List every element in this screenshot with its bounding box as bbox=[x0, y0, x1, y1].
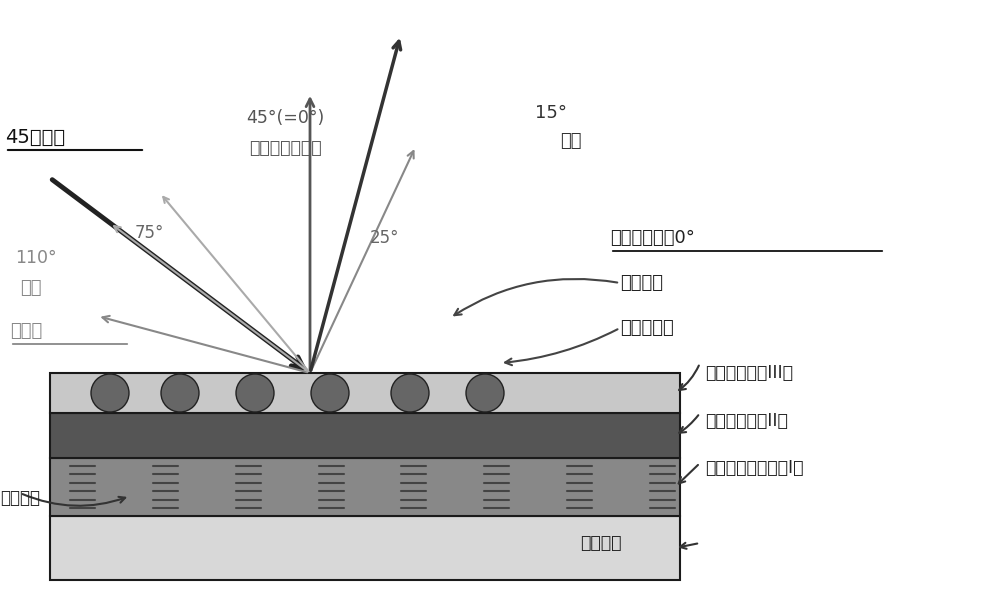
Text: 45度入射: 45度入射 bbox=[5, 128, 65, 147]
Text: 金属基底涂膜层（I）: 金属基底涂膜层（I） bbox=[705, 459, 804, 477]
FancyBboxPatch shape bbox=[50, 413, 680, 458]
Text: 阴暗: 阴暗 bbox=[20, 279, 42, 297]
FancyBboxPatch shape bbox=[50, 516, 680, 580]
Ellipse shape bbox=[311, 374, 349, 412]
Text: 镜面反射光＝0°: 镜面反射光＝0° bbox=[610, 229, 695, 247]
Text: 110°: 110° bbox=[15, 249, 57, 267]
Ellipse shape bbox=[466, 374, 504, 412]
FancyBboxPatch shape bbox=[50, 373, 680, 413]
Text: 正面（正对面）: 正面（正对面） bbox=[249, 139, 321, 157]
Ellipse shape bbox=[391, 374, 429, 412]
Ellipse shape bbox=[236, 374, 274, 412]
Text: 15°: 15° bbox=[535, 104, 567, 122]
Text: 75°: 75° bbox=[135, 224, 164, 242]
Text: 高折射率珠: 高折射率珠 bbox=[620, 319, 674, 337]
Text: 45°(=0°): 45°(=0°) bbox=[246, 109, 324, 127]
Text: 光泽分布: 光泽分布 bbox=[620, 274, 663, 292]
Text: 透明涂膜层（III）: 透明涂膜层（III） bbox=[705, 364, 793, 382]
Text: 高亮: 高亮 bbox=[560, 132, 582, 150]
Text: 回射涂膜层（II）: 回射涂膜层（II） bbox=[705, 412, 788, 430]
Text: 中涂涂层: 中涂涂层 bbox=[580, 534, 622, 552]
Text: 回射光: 回射光 bbox=[10, 322, 42, 340]
Text: 25°: 25° bbox=[370, 229, 400, 247]
Ellipse shape bbox=[91, 374, 129, 412]
Text: 效应颜料: 效应颜料 bbox=[0, 489, 40, 507]
FancyBboxPatch shape bbox=[50, 458, 680, 516]
Ellipse shape bbox=[161, 374, 199, 412]
